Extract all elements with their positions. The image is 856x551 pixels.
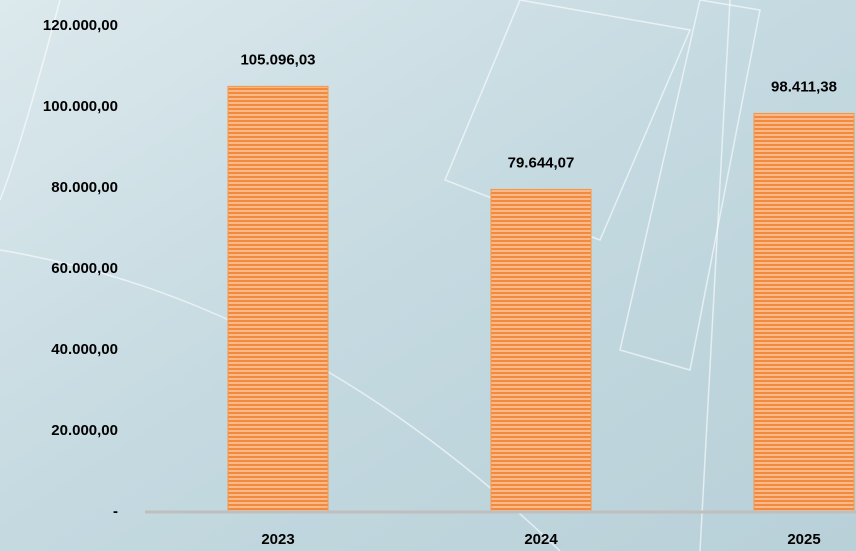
y-tick-label: - bbox=[113, 503, 118, 520]
y-tick-label: 60.000,00 bbox=[51, 260, 118, 277]
x-tick-label: 2023 bbox=[261, 531, 294, 548]
data-label: 79.644,07 bbox=[508, 154, 575, 171]
y-tick-label: 20.000,00 bbox=[51, 422, 118, 439]
bar bbox=[754, 113, 854, 512]
bar bbox=[228, 86, 328, 512]
data-label: 105.096,03 bbox=[240, 51, 315, 68]
y-tick-label: 120.000,00 bbox=[43, 17, 118, 34]
chart: - 20.000,00 40.000,00 60.000,00 80.000,00 100… bbox=[0, 0, 856, 551]
x-tick-label: 2025 bbox=[787, 531, 820, 548]
data-label: 98.411,38 bbox=[771, 78, 837, 95]
x-tick-label: 2024 bbox=[524, 531, 558, 548]
y-tick-label: 40.000,00 bbox=[51, 341, 118, 358]
background bbox=[0, 0, 856, 551]
y-tick-label: 100.000,00 bbox=[43, 98, 118, 115]
bar bbox=[491, 189, 591, 512]
y-tick-label: 80.000,00 bbox=[51, 179, 118, 196]
page: {"chart_data": {"type": "bar", "categori… bbox=[0, 0, 856, 551]
